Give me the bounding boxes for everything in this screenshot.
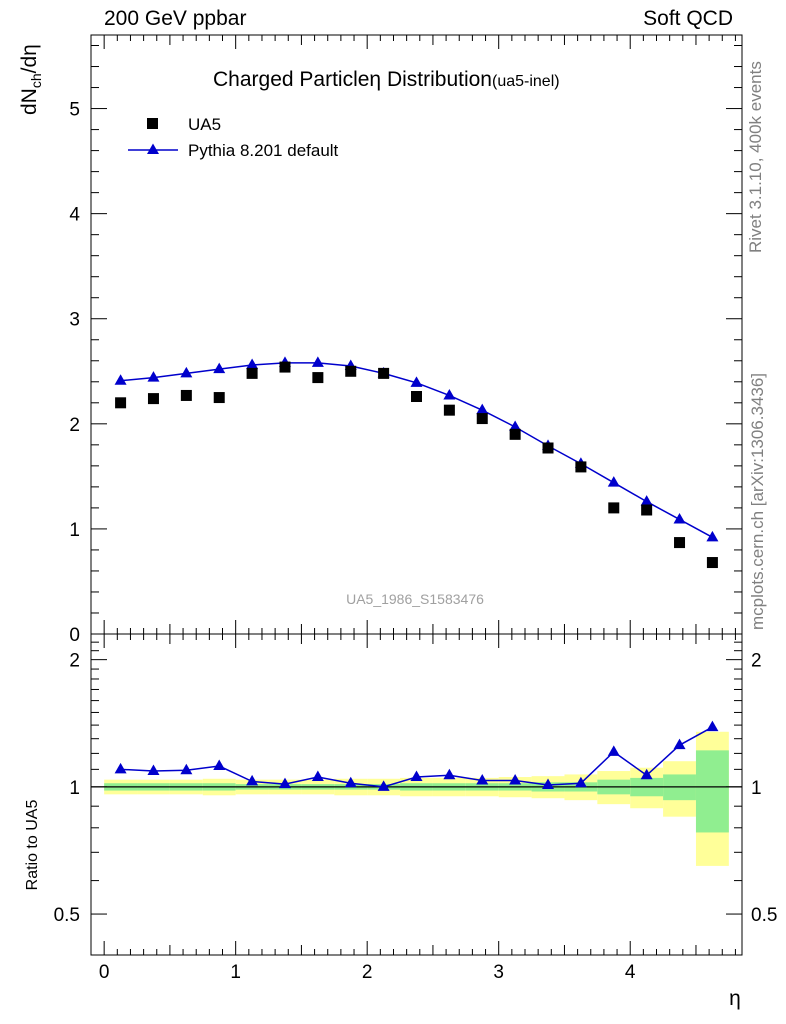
ratio-point: [476, 774, 489, 785]
mc-point: [607, 476, 620, 487]
title-sub: (ua5-inel): [492, 73, 560, 90]
y-tick-label: 5: [69, 100, 80, 121]
ratio-y-tick-label: 2: [69, 651, 80, 672]
data-point: [674, 537, 686, 549]
band-inner: [695, 750, 729, 833]
data-point: [180, 389, 192, 401]
data-point: [476, 413, 488, 425]
plot-frames: [90, 34, 743, 956]
axis-ticks: [91, 35, 742, 955]
mc-point: [246, 358, 259, 369]
ratio-point: [180, 763, 193, 775]
ratio-point: [114, 762, 127, 774]
mc-point: [147, 371, 160, 382]
ratio-point: [410, 770, 423, 782]
x-tick-label: 0: [99, 962, 110, 983]
mc-line: [120, 362, 713, 538]
x-tick-label: 1: [230, 962, 241, 983]
ratio-y-tick-label-right: 2: [751, 651, 762, 672]
ratio-point: [509, 774, 522, 785]
mc-point: [213, 362, 226, 374]
mc-point: [640, 495, 653, 506]
data-point: [147, 393, 159, 405]
ratio-y-tick-label-right: 1: [751, 778, 762, 799]
ratio-uncertainty-bands: [91, 731, 742, 866]
ratio-point: [311, 770, 324, 782]
legend-label-ua5: UA5: [188, 115, 221, 134]
data-point: [641, 504, 653, 516]
title-eta: η: [369, 68, 381, 91]
ratio-point: [344, 776, 357, 788]
x-tick-label: 4: [625, 962, 636, 983]
y-tick-label: 4: [69, 205, 80, 226]
legend-marker-pythia: [147, 143, 159, 154]
data-point: [246, 367, 258, 379]
axis-tick-labels: 0 1 2 3 4 0 1 2 3 4 5 0.5 0.5 1 1 2 2: [54, 100, 778, 983]
data-point: [706, 557, 718, 569]
upper-ylabel: dNch/dη: [18, 44, 44, 115]
legend-marker-ua5: [147, 118, 158, 129]
mc-point: [311, 356, 324, 367]
ratio-y-tick-label: 0.5: [54, 905, 80, 926]
mc-point: [476, 403, 489, 415]
lower-ylabel: Ratio to UA5: [24, 800, 41, 891]
data-point: [509, 428, 521, 440]
ratio-point: [246, 774, 259, 786]
x-tick-label: 3: [493, 962, 504, 983]
ratio-point: [147, 764, 160, 776]
mcplots-label: mcplots.cern.ch [arXiv:1306.3436]: [748, 372, 767, 630]
ratio-y-tick-label: 1: [69, 778, 80, 799]
header-left: 200 GeV ppbar: [104, 7, 247, 30]
y-tick-label: 0: [69, 625, 80, 646]
mc-point: [180, 366, 193, 378]
header-right: Soft QCD: [643, 7, 733, 30]
lower-frame: [90, 633, 743, 956]
data-point: [542, 442, 554, 454]
legend: UA5 Pythia 8.201 default: [128, 115, 339, 160]
svg-text:Charged Particleη Distribution: Charged Particleη Distribution(ua5-inel): [213, 68, 560, 91]
ratio-point: [574, 776, 587, 788]
ratio-point: [640, 768, 653, 780]
legend-label-pythia: Pythia 8.201 default: [188, 141, 339, 160]
mc-point: [673, 512, 686, 524]
y-tick-label: 2: [69, 415, 80, 436]
ratio-point: [213, 759, 226, 771]
ratio-y-tick-label-right: 0.5: [751, 905, 777, 926]
data-point: [115, 397, 127, 409]
y-tick-label: 1: [69, 520, 80, 541]
rivet-label: Rivet 3.1.10, 400k events: [746, 61, 765, 253]
data-marks: [114, 356, 719, 791]
mc-point: [706, 530, 719, 542]
data-point: [443, 404, 455, 416]
main-title: Charged Particleη Distribution(ua5-inel): [213, 68, 560, 91]
data-point: [213, 392, 225, 404]
data-point: [608, 502, 620, 514]
data-point: [575, 461, 587, 473]
ratio-point: [542, 778, 555, 790]
data-point: [411, 391, 422, 403]
ratio-point: [443, 768, 456, 780]
ratio-point: [607, 745, 620, 756]
title-rest: Distribution: [381, 68, 492, 91]
data-point: [378, 367, 390, 379]
mc-point: [114, 374, 127, 385]
title-main: Charged Particle: [213, 68, 369, 91]
xlabel: η: [729, 987, 741, 1010]
ratio-point: [377, 780, 390, 791]
data-point: [279, 361, 291, 373]
ratio-point: [278, 777, 291, 789]
ratio-point: [706, 720, 719, 732]
mc-point: [509, 420, 522, 431]
ratio-point: [673, 738, 686, 750]
data-point: [312, 372, 324, 384]
x-tick-label: 2: [362, 962, 373, 983]
mc-point: [410, 376, 423, 387]
y-tick-label: 3: [69, 310, 80, 331]
watermark: UA5_1986_S1583476: [346, 591, 484, 607]
mc-point: [443, 388, 456, 400]
data-point: [345, 365, 357, 377]
